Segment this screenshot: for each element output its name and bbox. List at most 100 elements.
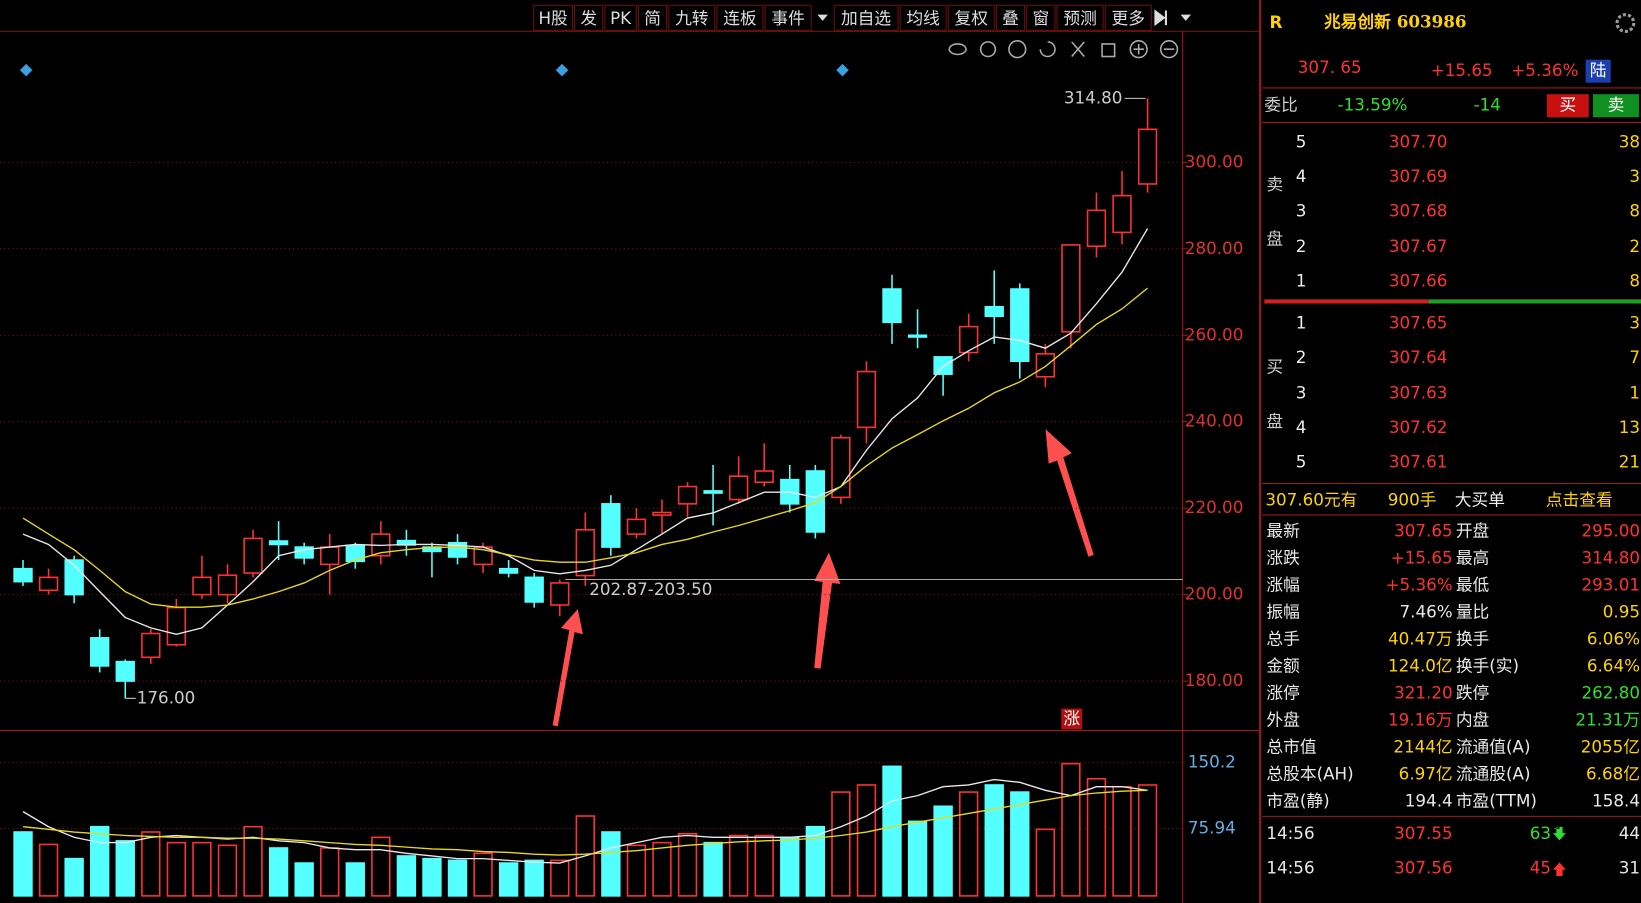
candle-body xyxy=(13,567,33,583)
volume-bar xyxy=(601,831,621,897)
toolbar-button[interactable] xyxy=(574,4,604,31)
tool-icon[interactable] xyxy=(1159,40,1179,59)
tool-icon[interactable] xyxy=(1133,43,1144,55)
buy-button[interactable] xyxy=(1546,94,1589,118)
toolbar-button[interactable] xyxy=(1026,4,1056,31)
candle-body xyxy=(243,537,263,574)
settings-icon[interactable] xyxy=(1615,13,1636,33)
stat-value: 0.95 xyxy=(1603,602,1640,622)
sell-button[interactable] xyxy=(1592,94,1639,118)
volume-bar xyxy=(141,831,161,897)
stat-value: 194.4 xyxy=(1405,791,1453,811)
stat-label: 涨幅 xyxy=(1266,575,1299,595)
big-order-link[interactable]: 点击查看 xyxy=(1546,489,1613,509)
tool-icon[interactable] xyxy=(1101,43,1116,58)
toolbar-button-text[interactable]: 事件 xyxy=(771,8,804,28)
stat-value: 321.20 xyxy=(1394,683,1453,703)
candle-body xyxy=(856,370,877,429)
level: 1 xyxy=(1296,312,1307,332)
level-price: 307.62 xyxy=(1389,417,1448,437)
ask-label: 盘 xyxy=(1266,229,1283,249)
stat-label: 金额 xyxy=(1266,656,1300,676)
toolbar-button[interactable] xyxy=(604,4,637,31)
tool-icon[interactable] xyxy=(1129,40,1148,59)
trade-price: 307.55 xyxy=(1394,823,1453,843)
arrow xyxy=(814,552,841,669)
level-volume: 21 xyxy=(1619,452,1640,472)
tool-icon[interactable] xyxy=(1008,40,1027,59)
level: 2 xyxy=(1296,236,1307,256)
toolbar-button[interactable] xyxy=(833,4,899,31)
stat-label: 换手 xyxy=(1456,629,1489,649)
level: 1 xyxy=(1296,271,1307,291)
toolbar-button[interactable] xyxy=(533,4,574,31)
toolbar-button-text[interactable]: 复权 xyxy=(955,8,989,28)
level-volume: 3 xyxy=(1629,312,1640,332)
toolbar-button-text[interactable]: 更多 xyxy=(1112,8,1145,28)
toolbar-button-text[interactable]: 发 xyxy=(580,8,597,28)
y-tick-label: 220.00 xyxy=(1185,497,1244,517)
volume-bar xyxy=(831,791,851,897)
level-price: 307.61 xyxy=(1389,452,1448,472)
toolbar-button-text[interactable]: 加自选 xyxy=(841,8,891,28)
stat-label: 最高 xyxy=(1456,548,1489,568)
toolbar-button[interactable] xyxy=(637,4,668,31)
stat-value: 6.64% xyxy=(1587,656,1640,676)
sell-button-text[interactable]: 卖 xyxy=(1608,95,1625,115)
toolbar-button[interactable] xyxy=(947,4,995,31)
toolbar-button-text[interactable]: 窗 xyxy=(1032,8,1049,28)
stat-value: 293.01 xyxy=(1581,575,1640,595)
candle-body xyxy=(1061,244,1081,333)
volume-bar xyxy=(422,857,442,897)
volume-bar xyxy=(984,784,1004,897)
moving-average xyxy=(22,228,1149,636)
y-tick-label: 180.00 xyxy=(1185,670,1244,690)
high-label: 314.80 xyxy=(1064,87,1123,107)
candle-body xyxy=(1035,353,1056,378)
stat-label: 总市值 xyxy=(1266,737,1316,757)
candle-body xyxy=(1086,209,1107,248)
toolbar-button-text[interactable]: 叠 xyxy=(1002,8,1019,28)
stat-value: 124.0亿 xyxy=(1388,656,1453,676)
dropdown-icon[interactable] xyxy=(1180,14,1192,21)
toolbar-button[interactable] xyxy=(668,4,716,31)
volume-bar xyxy=(243,825,263,897)
level: 5 xyxy=(1296,131,1307,151)
candle-body xyxy=(626,518,647,535)
toolbar-button[interactable] xyxy=(716,4,764,31)
stat-value: 262.80 xyxy=(1581,683,1640,703)
toolbar-button-text[interactable]: PK xyxy=(610,8,632,28)
stat-value: 158.4 xyxy=(1592,791,1640,811)
toolbar-button-text[interactable]: 简 xyxy=(644,8,661,28)
market-tag xyxy=(1585,59,1611,83)
toolbar-button[interactable] xyxy=(995,4,1026,31)
candle-body xyxy=(703,490,723,494)
volume-bar xyxy=(396,855,417,897)
tool-icon[interactable] xyxy=(979,41,997,58)
volume-bar xyxy=(268,847,289,897)
stat-label: 最低 xyxy=(1456,575,1490,595)
toolbar-button-text[interactable]: 九转 xyxy=(675,8,709,28)
toolbar-button[interactable] xyxy=(1104,4,1152,31)
buy-button-text[interactable]: 买 xyxy=(1559,95,1576,115)
candle-body xyxy=(1112,194,1132,234)
toolbar-button[interactable] xyxy=(764,4,812,31)
stat-value: +15.65 xyxy=(1391,548,1453,568)
tool-icon[interactable] xyxy=(948,43,967,56)
toolbar-button-text[interactable]: 预测 xyxy=(1063,8,1096,28)
callout-arrows xyxy=(552,429,1094,727)
dropdown-icon[interactable] xyxy=(817,14,828,21)
price-chart: 180.00 200.00 220.00 240.00 260.00 280.00 300.… xyxy=(0,87,1244,730)
y-tick-label: 150.2 xyxy=(1188,752,1236,772)
toolbar-button-text[interactable]: H股 xyxy=(538,8,568,28)
toolbar-button-text[interactable]: 均线 xyxy=(906,8,940,28)
tool-icon[interactable] xyxy=(1071,41,1085,58)
toolbar-button-text[interactable]: 连板 xyxy=(723,8,757,28)
tool-icon[interactable] xyxy=(1039,41,1056,58)
volume-bar xyxy=(856,784,877,897)
toolbar-button[interactable] xyxy=(899,4,947,31)
stat-label: 换手(实) xyxy=(1456,656,1519,676)
collapse-icon[interactable] xyxy=(1154,9,1167,27)
toolbar-button[interactable] xyxy=(1056,4,1104,31)
